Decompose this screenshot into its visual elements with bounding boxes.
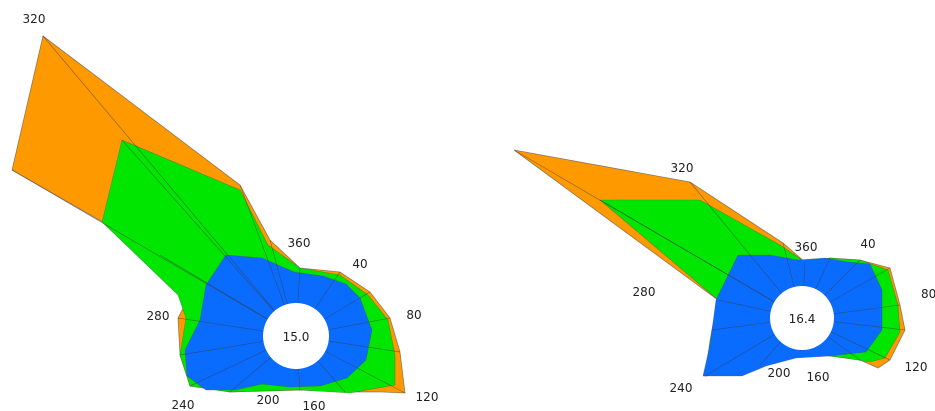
angle-label-200-right: 200 [768, 366, 791, 380]
angle-label-280-left: 280 [147, 309, 170, 323]
angle-label-320-left: 320 [23, 12, 46, 26]
center-disc-right [770, 286, 834, 350]
angle-label-80-left: 80 [406, 308, 421, 322]
rose-diagram-right: 16.4 320 360 40 80 120 160 200 240 280 [513, 149, 935, 395]
center-value-right: 16.4 [789, 312, 816, 326]
angle-label-160-left: 160 [303, 399, 326, 411]
center-disc-left [263, 303, 329, 369]
angle-label-360-right: 360 [795, 240, 818, 254]
angle-label-320-right: 320 [671, 161, 694, 175]
angle-label-360-left: 360 [288, 236, 311, 250]
angle-label-240-left: 240 [172, 398, 195, 411]
angle-label-40-left: 40 [352, 257, 367, 271]
center-value-left: 15.0 [283, 330, 310, 344]
angle-label-240-right: 240 [670, 381, 693, 395]
angle-label-200-left: 200 [257, 393, 280, 407]
angle-label-120-left: 120 [416, 390, 439, 404]
spokes-right [513, 149, 906, 377]
angle-label-280-right: 280 [633, 285, 656, 299]
rose-diagram-left: 15.0 320 360 40 80 120 160 200 240 280 [11, 12, 439, 411]
angle-label-160-right: 160 [807, 370, 830, 384]
angle-label-80-right: 80 [921, 287, 935, 301]
angle-label-120-right: 120 [905, 360, 928, 374]
angle-label-40-right: 40 [860, 237, 875, 251]
